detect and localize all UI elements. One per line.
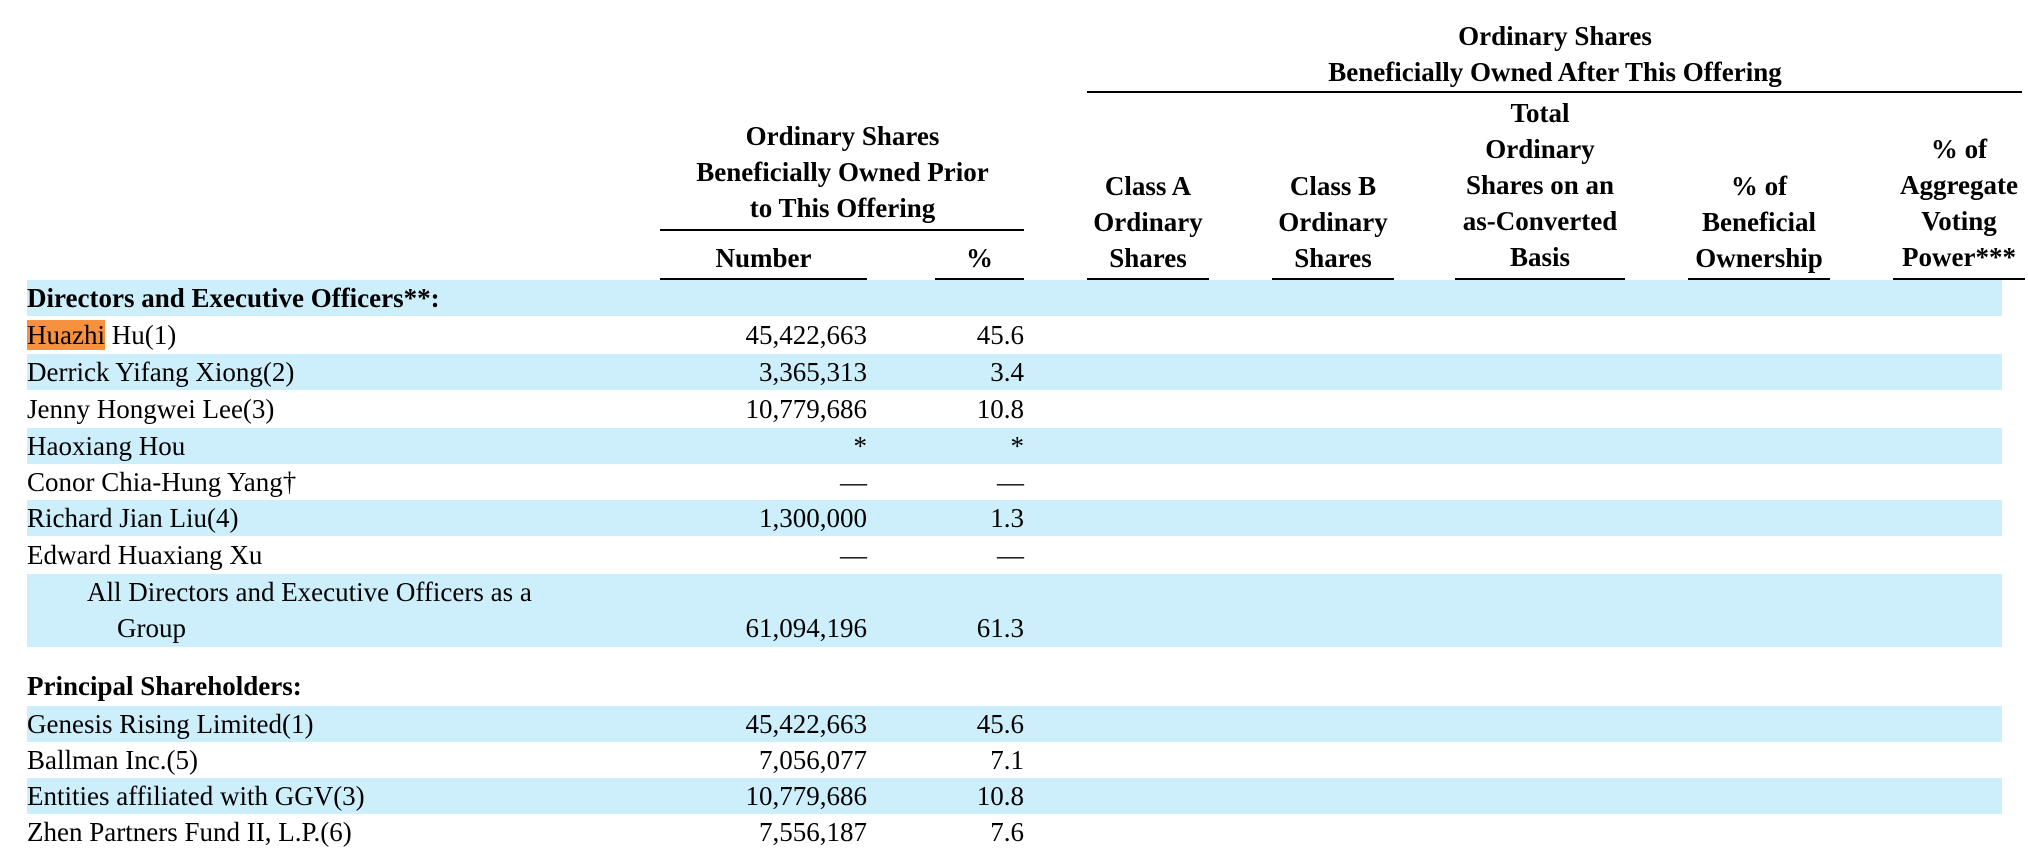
beneficial-ownership-column-header: % of Beneficial Ownership — [1688, 168, 1830, 276]
shares-number: 45,422,663 — [745, 709, 868, 739]
shares-percent: 1.3 — [990, 503, 1024, 533]
row-band — [27, 706, 2002, 742]
total-shares-header-line: as-Converted — [1462, 206, 1618, 236]
voting-power-header-line: % of — [1930, 134, 1988, 164]
class-a-column-rule — [1087, 278, 1209, 280]
shares-number: 1,300,000 — [759, 503, 867, 533]
class-a-header-line: Class A — [1104, 171, 1192, 201]
row-band — [27, 500, 2002, 536]
prior-offering-header-line: Ordinary Shares — [745, 121, 940, 151]
beneficial-ownership-header-line: Ownership — [1695, 243, 1823, 273]
shares-number: 10,779,686 — [745, 394, 868, 424]
name-text: Hu(1) — [104, 320, 177, 350]
row-band — [27, 574, 2002, 647]
percent-column-header: % — [966, 243, 993, 273]
principal-shareholders-heading: Principal Shareholders: — [27, 671, 302, 701]
shares-percent: * — [1010, 431, 1025, 461]
class-b-header-line: Shares — [1294, 243, 1372, 273]
group-total-label-line: Group — [117, 613, 186, 643]
shares-percent: 45.6 — [976, 320, 1024, 350]
shares-number: * — [853, 431, 868, 461]
class-b-column-header: Class B Ordinary Shares — [1272, 168, 1394, 276]
shares-percent: 7.6 — [990, 817, 1024, 847]
row-band — [27, 354, 2002, 390]
prior-offering-group-header: Ordinary Shares Beneficially Owned Prior… — [660, 118, 1025, 226]
shares-percent: 7.1 — [990, 745, 1024, 775]
shares-number: 45,422,663 — [745, 320, 868, 350]
shares-number: 7,556,187 — [759, 817, 867, 847]
class-b-column-rule — [1272, 278, 1394, 280]
row-band — [27, 778, 2002, 814]
shares-number: 10,779,686 — [745, 781, 868, 811]
shares-percent: — — [997, 540, 1024, 570]
number-column-header: Number — [715, 243, 812, 273]
total-shares-header-line: Total — [1510, 98, 1570, 128]
voting-power-column-header: % of Aggregate Voting Power*** — [1893, 131, 2025, 275]
prior-offering-rule — [660, 229, 1024, 231]
class-a-header-line: Ordinary — [1093, 207, 1203, 237]
directors-section-heading: Directors and Executive Officers**: — [27, 283, 440, 313]
row-band — [27, 280, 2002, 316]
shareholder-name: Haoxiang Hou — [27, 431, 186, 461]
after-offering-header-line: Ordinary Shares — [1458, 21, 1652, 51]
group-total-label-line: All Directors and Executive Officers as … — [87, 577, 532, 607]
shareholder-name: Conor Chia-Hung Yang† — [27, 467, 297, 497]
beneficial-ownership-column-rule — [1688, 278, 1830, 280]
voting-power-header-line: Voting — [1921, 206, 1997, 236]
after-offering-rule — [1087, 91, 2022, 93]
highlighted-name-text: Huazhi — [27, 320, 105, 350]
total-shares-header-line: Basis — [1509, 242, 1571, 272]
total-shares-column-header: Total Ordinary Shares on an as-Converted… — [1455, 95, 1625, 275]
shareholder-name: Edward Huaxiang Xu — [27, 540, 263, 570]
shareholder-name: Richard Jian Liu(4) — [27, 503, 239, 533]
voting-power-column-rule — [1893, 278, 2025, 280]
shares-percent: 10.8 — [976, 394, 1024, 424]
shares-percent: — — [997, 467, 1024, 497]
shareholder-name: Zhen Partners Fund II, L.P.(6) — [27, 817, 352, 847]
prior-offering-header-line: Beneficially Owned Prior — [696, 157, 989, 187]
class-a-header-line: Shares — [1109, 243, 1187, 273]
shares-percent: 45.6 — [976, 709, 1024, 739]
beneficial-ownership-header-line: % of — [1730, 171, 1788, 201]
voting-power-header-line: Aggregate — [1900, 170, 2018, 200]
shares-percent: 10.8 — [976, 781, 1024, 811]
shareholder-name: Jenny Hongwei Lee(3) — [27, 394, 275, 424]
total-shares-column-rule — [1455, 278, 1625, 280]
shareholder-name: Ballman Inc.(5) — [27, 745, 198, 775]
shares-number: 61,094,196 — [745, 613, 868, 643]
after-offering-group-header: Ordinary Shares Beneficially Owned After… — [1085, 18, 2025, 90]
shareholder-name: Derrick Yifang Xiong(2) — [27, 357, 295, 387]
voting-power-header-line: Power*** — [1902, 242, 2016, 272]
row-band — [27, 428, 2002, 464]
shares-percent: 61.3 — [976, 613, 1024, 643]
shares-number: — — [840, 467, 867, 497]
class-a-column-header: Class A Ordinary Shares — [1087, 168, 1209, 276]
class-b-header-line: Class B — [1289, 171, 1377, 201]
total-shares-header-line: Ordinary — [1485, 134, 1595, 164]
class-b-header-line: Ordinary — [1278, 207, 1388, 237]
shares-number: 3,365,313 — [759, 357, 867, 387]
prior-offering-header-line: to This Offering — [749, 193, 936, 223]
total-shares-header-line: Shares on an — [1465, 170, 1615, 200]
shareholder-name: Genesis Rising Limited(1) — [27, 709, 314, 739]
number-column-rule — [660, 278, 867, 280]
shares-number: 7,056,077 — [759, 745, 867, 775]
shares-percent: 3.4 — [990, 357, 1024, 387]
after-offering-header-line: Beneficially Owned After This Offering — [1328, 57, 1782, 87]
beneficial-ownership-header-line: Beneficial — [1702, 207, 1816, 237]
percent-column-rule — [935, 278, 1024, 280]
shares-number: — — [840, 540, 867, 570]
shareholder-name: Huazhi Hu(1) — [27, 317, 176, 353]
shareholder-name: Entities affiliated with GGV(3) — [27, 781, 365, 811]
